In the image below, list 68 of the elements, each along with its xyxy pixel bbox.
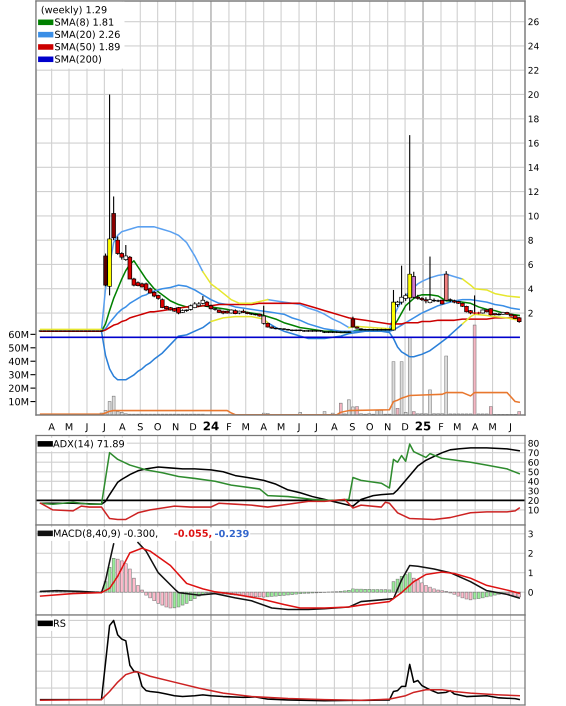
y2-tick-label: 50M — [9, 344, 28, 352]
x-tick-label: J — [508, 423, 511, 432]
y-tick-label: 80 — [528, 440, 539, 447]
y-tick-label: 20 — [528, 497, 539, 504]
y-tick-label: 3 — [528, 530, 533, 538]
x-tick-label: D — [190, 423, 196, 430]
x-tick-label: M — [278, 423, 284, 430]
y-tick-label: 10 — [528, 212, 539, 220]
legend-label: ADX(14) 71.89 — [53, 440, 124, 449]
legend-label: MACD(8,40,9) -0.300, — [54, 529, 158, 538]
x-tick-label: M — [489, 423, 496, 430]
y-tick-label: 70 — [528, 449, 539, 456]
x-tick-label: 25 — [416, 422, 430, 430]
y2-tick-label: 20M — [9, 384, 28, 392]
x-tick-label: A — [119, 423, 126, 430]
text: -0.055, — [174, 530, 212, 538]
y-tick-label: 50 — [528, 468, 539, 476]
y-tick-label: 12 — [528, 188, 538, 196]
x-tick-label: 24 — [204, 422, 219, 430]
x-tick-label: A — [331, 423, 338, 430]
annotation: -0.239 — [215, 530, 249, 538]
x-tick-label: S — [350, 423, 355, 430]
y-tick-label: 10 — [528, 506, 539, 514]
x-tick-label: A — [48, 423, 55, 430]
x-tick-label: O — [366, 423, 374, 430]
y-tick-label: 8 — [528, 236, 533, 244]
y-tick-label: 16 — [528, 140, 539, 147]
chart-title: (weekly) 1.29 — [42, 6, 106, 16]
legend-label: SMA(200) — [55, 55, 101, 64]
legend-label: SMA(20) 2.26 — [55, 30, 120, 40]
x-tick-label: M — [66, 423, 72, 430]
y-tick-label: 18 — [528, 115, 539, 122]
x-tick-label: F — [227, 423, 232, 430]
y2-tick-label: 60M — [8, 330, 28, 338]
y-tick-label: 4 — [528, 286, 534, 292]
y-tick-label: 2 — [528, 310, 533, 316]
y-tick-label: 24 — [528, 42, 539, 50]
x-tick-label: J — [297, 423, 300, 432]
y-tick-label: 40 — [528, 478, 539, 485]
x-tick-label: S — [138, 423, 143, 430]
y-tick-label: 14 — [528, 164, 539, 171]
x-tick-label: M — [242, 423, 249, 430]
legend-label: RS — [54, 620, 66, 627]
y-tick-label: 0 — [528, 588, 533, 596]
x-tick-label: A — [260, 423, 267, 430]
y-tick-label: 22 — [528, 66, 538, 74]
x-tick-label: N — [172, 423, 178, 430]
y2-tick-label: 10M — [9, 398, 28, 406]
legend-label: SMA(50) 1.89 — [55, 42, 120, 52]
x-tick-label: F — [439, 423, 444, 430]
y-tick-label: 20 — [528, 91, 539, 98]
x-tick-label: A — [472, 423, 478, 430]
x-tick-label: J — [85, 423, 88, 432]
y2-tick-label: 40M — [8, 358, 28, 366]
x-tick-label: D — [402, 423, 408, 430]
x-tick-label: O — [154, 423, 161, 430]
y-tick-label: 1 — [528, 570, 533, 576]
legend-label: SMA(8) 1.81 — [55, 18, 114, 27]
y-tick-label: 6 — [528, 261, 533, 268]
x-tick-label: J — [314, 423, 317, 432]
x-tick-label: J — [102, 423, 105, 432]
y-tick-label: 60 — [528, 458, 539, 466]
y2-tick-label: 30M — [9, 371, 28, 379]
y-tick-label: 2 — [528, 550, 533, 557]
x-tick-label: M — [454, 423, 460, 430]
x-tick-label: N — [385, 423, 390, 430]
y-tick-label: 26 — [528, 18, 539, 26]
y-tick-label: 30 — [528, 488, 539, 494]
